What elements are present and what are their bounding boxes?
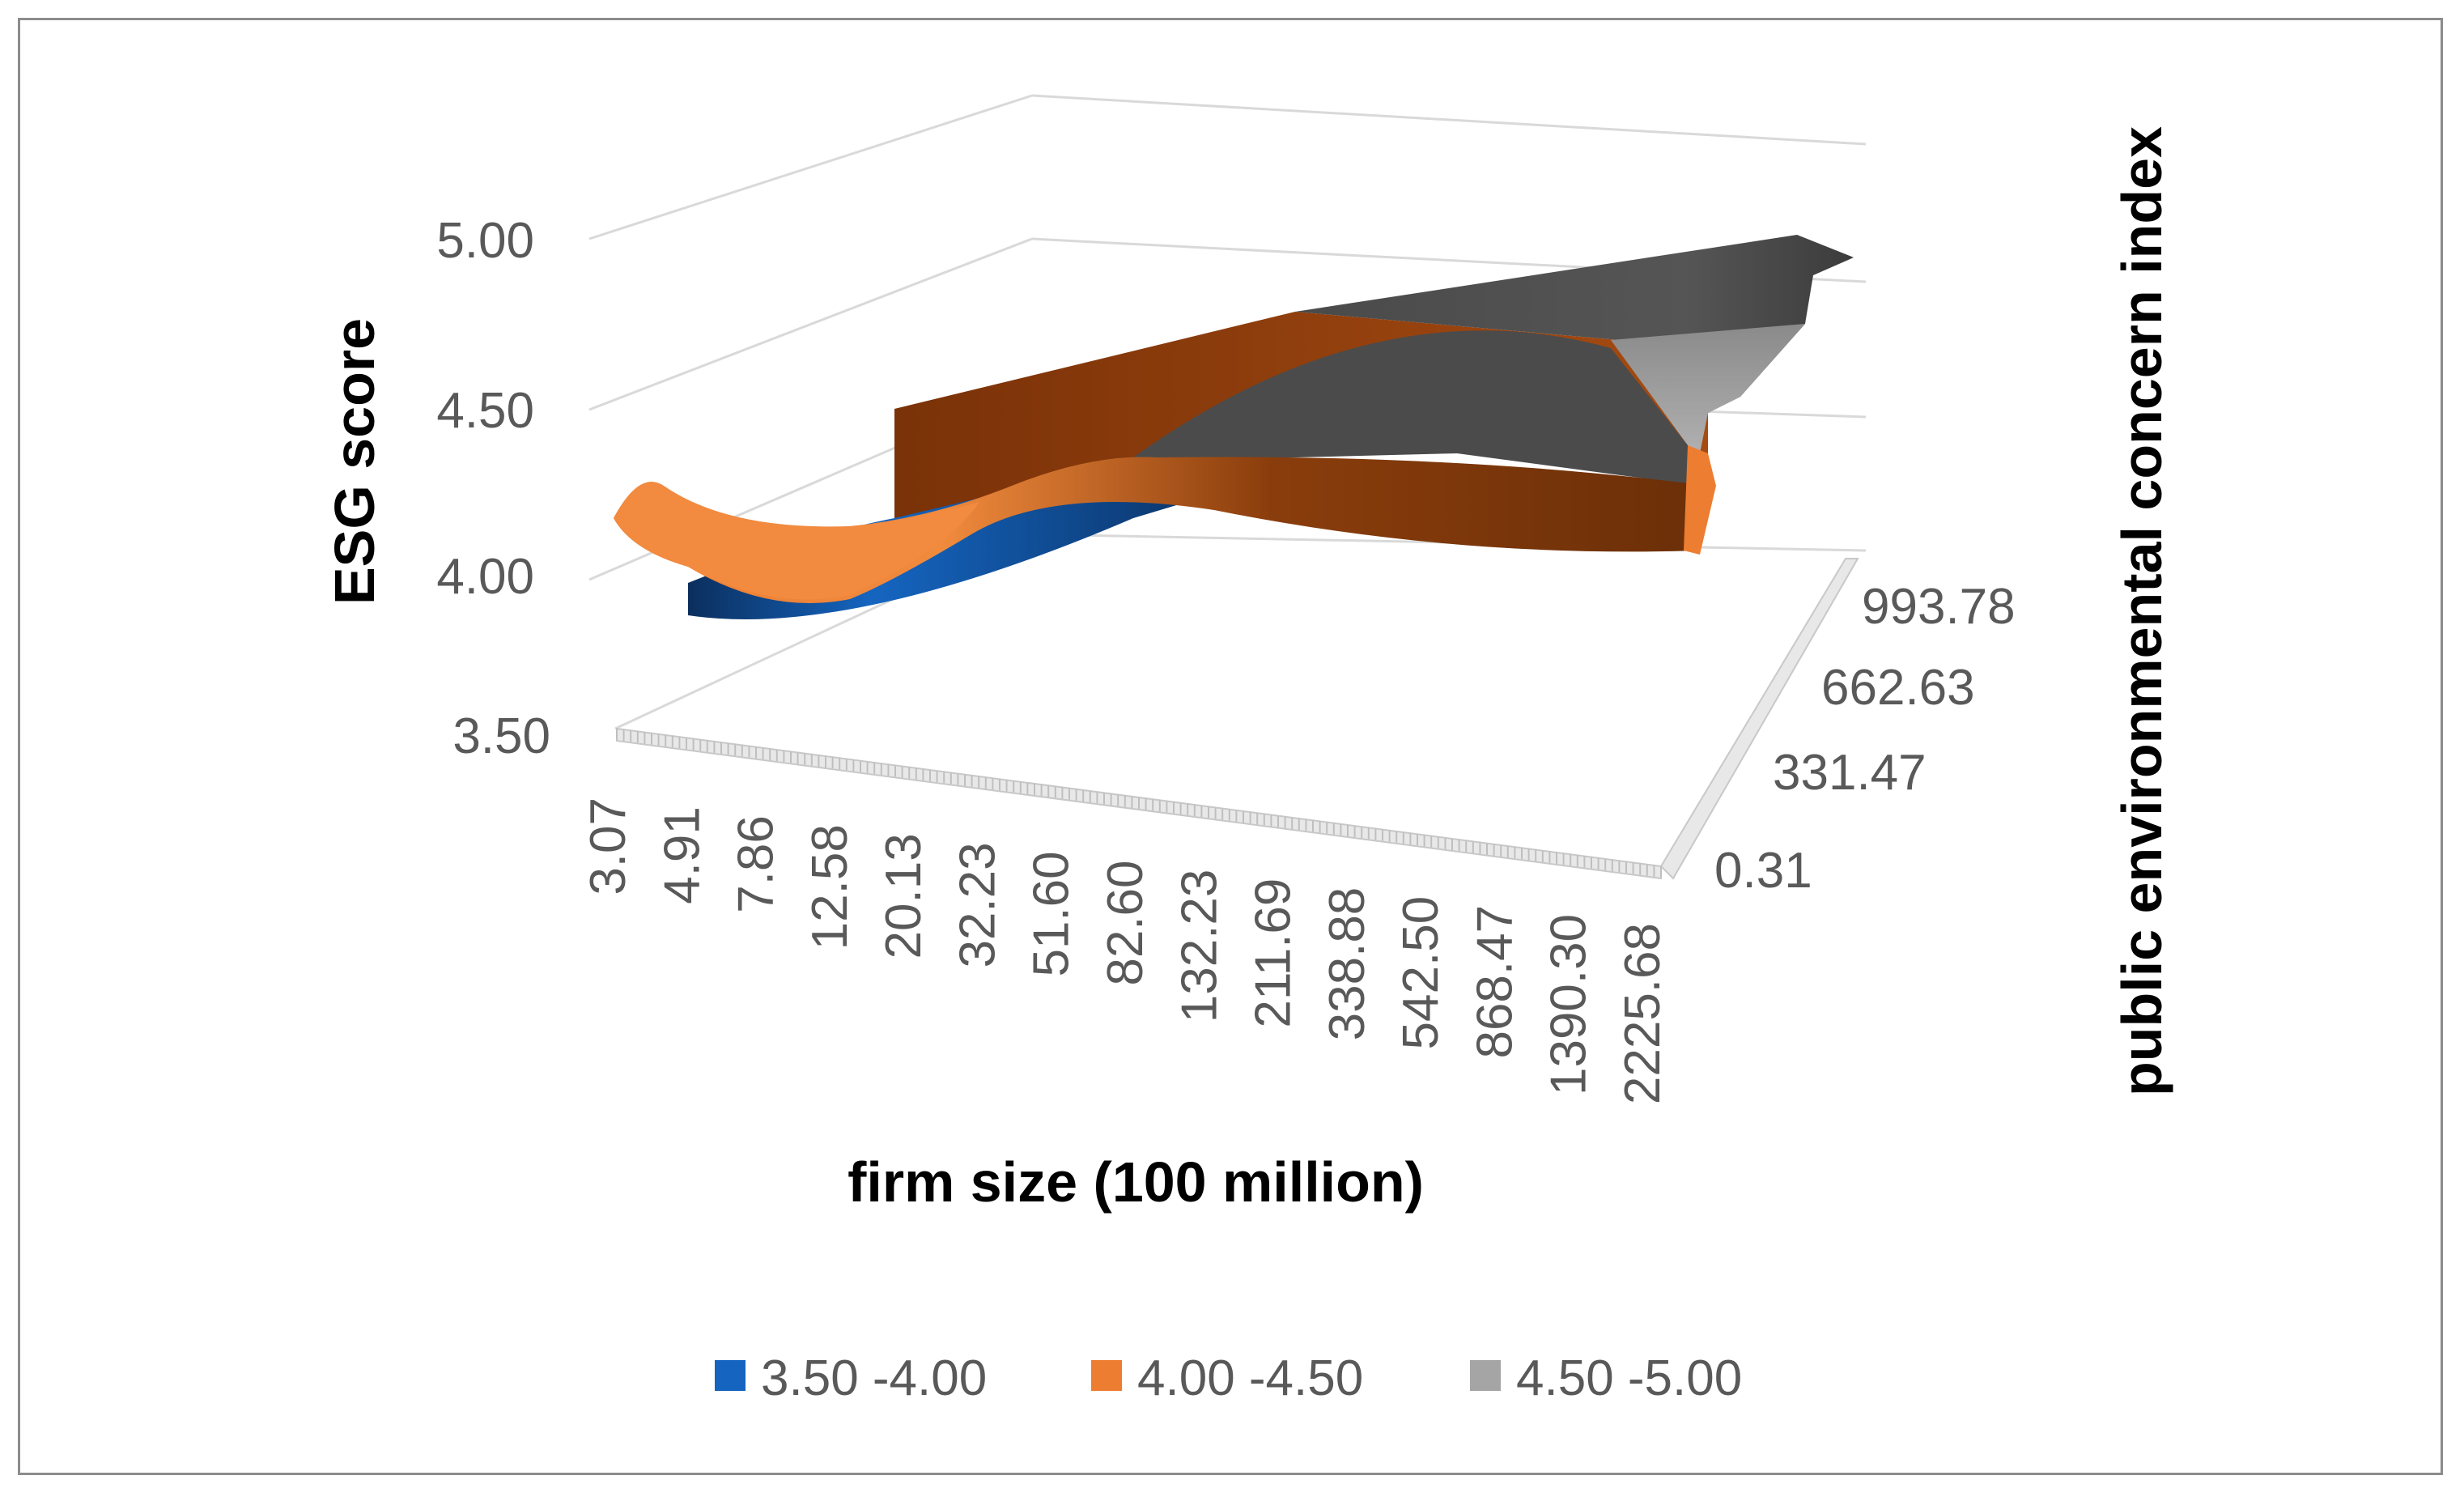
surface-gray-light-region	[1611, 324, 1805, 453]
gridline-500	[588, 94, 1033, 240]
floor-right-edge	[1659, 558, 1859, 880]
surface-orange-left-lobe	[614, 482, 979, 600]
x-tick-label: 868.47	[1467, 905, 1523, 1059]
chart-frame	[18, 18, 2443, 1475]
legend: 3.50 -4.00 4.00 -4.50 4.50 -5.00	[715, 1350, 1742, 1406]
x-tick-label: 3.07	[580, 797, 636, 895]
floor	[616, 558, 1859, 880]
y-axis-ticks: 0.31 331.47 662.63 993.78	[1714, 579, 2016, 899]
legend-label: 4.50 -5.00	[1516, 1350, 1742, 1406]
legend-swatch-gray	[1470, 1360, 1501, 1391]
surface-gray-dome-region	[1133, 330, 1700, 486]
x-tick-label: 2225.68	[1615, 923, 1671, 1104]
legend-label: 3.50 -4.00	[761, 1350, 987, 1406]
z-tick-label: 4.50	[436, 383, 534, 439]
z-axis-ticks: 5.00 4.50 4.00 3.50	[436, 213, 550, 764]
x-axis-ticks: 3.07 4.91 7.86 12.58 20.13 32.23 51.60 82.60 132…	[580, 797, 1671, 1104]
y-axis-title: public environmental concern index	[2110, 126, 2173, 1096]
z-tick-label: 4.00	[436, 549, 534, 605]
y-tick-label: 331.47	[1773, 745, 1927, 801]
x-tick-label: 132.23	[1171, 870, 1227, 1023]
legend-swatch-blue	[715, 1360, 746, 1391]
z-axis-title: ESG score	[323, 318, 386, 605]
x-tick-label: 4.91	[654, 806, 710, 904]
y-tick-label: 993.78	[1862, 579, 2016, 635]
x-tick-label: 12.58	[802, 824, 858, 950]
x-tick-label: 542.50	[1393, 896, 1449, 1050]
x-tick-label: 1390.30	[1541, 914, 1597, 1095]
x-tick-label: 338.88	[1319, 887, 1375, 1041]
x-tick-label: 32.23	[949, 842, 1005, 967]
z-tick-label: 3.50	[452, 708, 550, 764]
gridline-450	[588, 237, 1033, 411]
x-tick-label: 211.69	[1246, 878, 1302, 1028]
z-tick-label: 5.00	[436, 213, 534, 269]
x-tick-label: 51.60	[1024, 851, 1080, 976]
x-tick-label: 7.86	[729, 815, 784, 913]
legend-label: 4.00 -4.50	[1137, 1350, 1363, 1406]
surface	[614, 235, 1854, 619]
y-tick-label: 662.63	[1821, 660, 1975, 716]
gridline-back-top	[1031, 94, 1867, 146]
y-tick-label: 0.31	[1714, 843, 1812, 899]
x-tick-label: 82.60	[1098, 861, 1153, 986]
surface-orange-right-cap	[1684, 445, 1716, 555]
x-tick-label: 20.13	[876, 833, 932, 959]
legend-swatch-orange	[1091, 1360, 1122, 1391]
x-axis-title: firm size (100 million)	[848, 1150, 1424, 1214]
